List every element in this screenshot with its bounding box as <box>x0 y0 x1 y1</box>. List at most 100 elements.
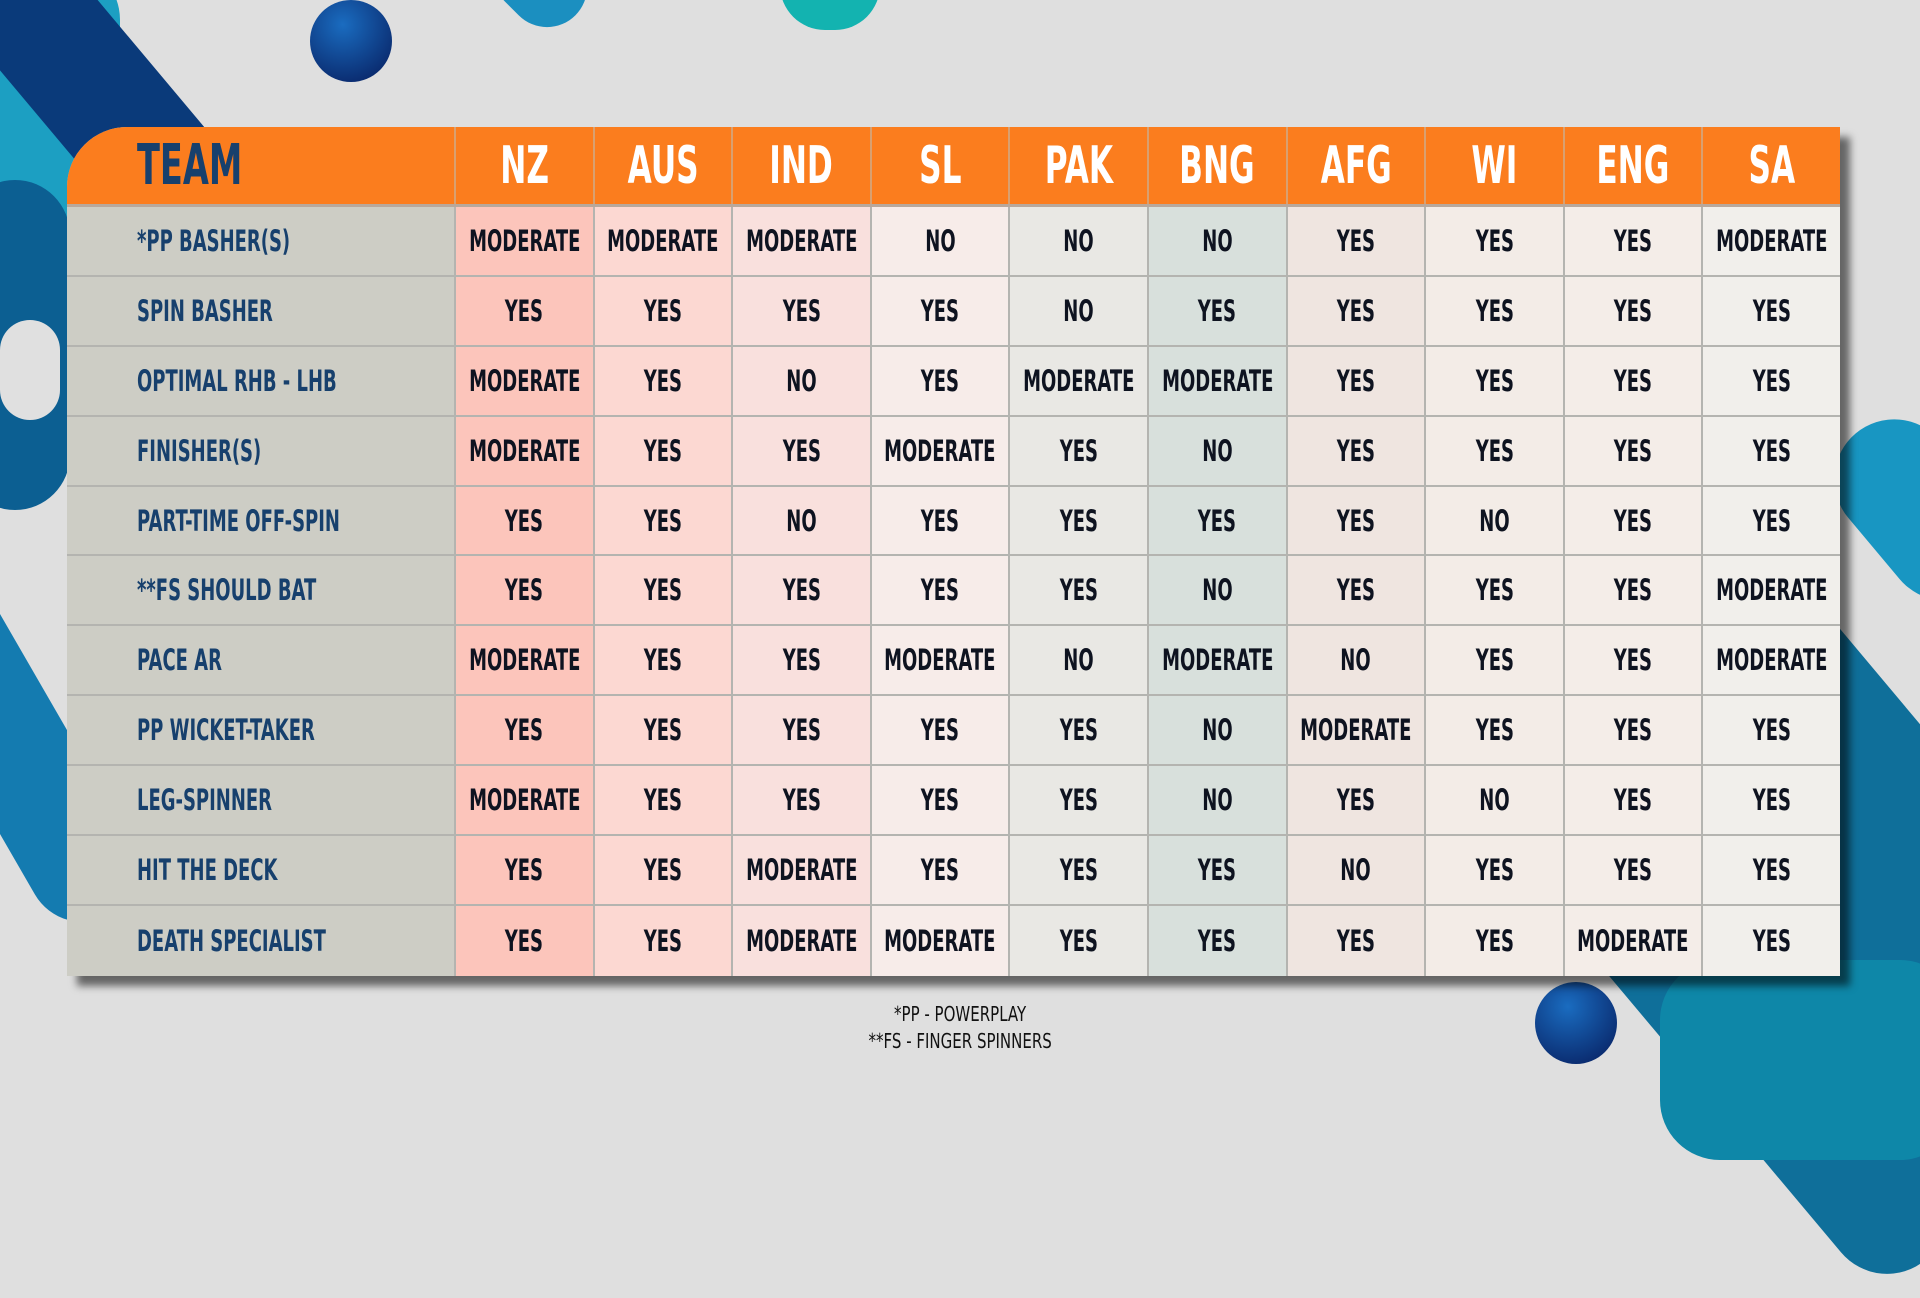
table-cell: MODERATE <box>731 836 870 904</box>
table-cell: YES <box>1285 346 1425 415</box>
table-cell: YES <box>1285 486 1425 555</box>
table-cell: YES <box>1562 276 1702 345</box>
cell-value: YES <box>1613 573 1653 608</box>
table-cell: YES <box>1285 766 1425 835</box>
cell-value: YES <box>1752 503 1791 538</box>
table-row: OPTIMAL RHB - LHB MODERATE YES NO YES MODERAT… <box>67 346 1840 417</box>
table-cell: MODERATE <box>1008 346 1147 415</box>
cell-value: NO <box>1340 852 1372 887</box>
header-team-name: BNG <box>1179 135 1256 196</box>
table-cell: NO <box>1008 207 1147 275</box>
table-cell: YES <box>592 626 732 695</box>
cell-value: YES <box>643 852 683 887</box>
table-header-row: TEAM NZ AUS IND SL PAK BNG AFG WI ENG SA <box>67 127 1840 207</box>
row-label-text: PART-TIME OFF-SPIN <box>137 503 340 538</box>
table-cell: NO <box>1146 207 1286 275</box>
table-cell: YES <box>1285 556 1425 625</box>
cell-value: MODERATE <box>468 643 580 678</box>
table-cell: YES <box>1701 486 1840 555</box>
table-cell: YES <box>1285 207 1425 275</box>
cell-value: NO <box>1063 293 1094 328</box>
table-cell: YES <box>1424 276 1563 345</box>
table-cell: YES <box>592 416 732 485</box>
table-cell: MODERATE <box>1701 556 1840 625</box>
table-cell: YES <box>1146 905 1286 976</box>
table-row: **FS SHOULD BAT YES YES YES YES YES NO YES YES YE… <box>67 556 1840 627</box>
cell-value: YES <box>1752 293 1791 328</box>
cell-value: NO <box>1202 713 1233 748</box>
header-bng: BNG <box>1146 127 1286 204</box>
row-label-text: *PP BASHER(S) <box>137 223 291 258</box>
header-nz: NZ <box>454 127 593 204</box>
cell-value: MODERATE <box>468 433 580 468</box>
cell-value: YES <box>505 503 544 538</box>
table-row: FINISHER(S) MODERATE YES YES MODERATE YES NO YE… <box>67 416 1840 487</box>
cell-value: YES <box>1198 503 1237 538</box>
table-cell: YES <box>1008 416 1147 485</box>
header-pak: PAK <box>1008 127 1147 204</box>
row-label-text: OPTIMAL RHB - LHB <box>137 363 337 398</box>
cell-value: YES <box>643 503 683 538</box>
table-cell: YES <box>1701 905 1840 976</box>
cell-value: MODERATE <box>1577 923 1689 958</box>
row-label-text: HIT THE DECK <box>137 852 278 887</box>
row-label-text: FINISHER(S) <box>137 433 262 468</box>
table-cell: YES <box>731 766 870 835</box>
table-row: HIT THE DECK YES YES MODERATE YES YES YES NO YES… <box>67 836 1840 906</box>
cell-value: YES <box>1752 852 1791 887</box>
table-cell: YES <box>1562 207 1702 275</box>
cell-value: YES <box>1475 713 1514 748</box>
table-cell: YES <box>1562 696 1702 765</box>
table-cell: YES <box>1424 556 1563 625</box>
cell-value: YES <box>643 363 683 398</box>
cell-value: YES <box>1198 293 1237 328</box>
table-cell: YES <box>1562 416 1702 485</box>
footnote-fs-text: **FS - FINGER SPINNERS <box>868 1029 1052 1053</box>
cell-value: YES <box>1336 503 1375 538</box>
table-cell: YES <box>1008 486 1147 555</box>
table-cell: YES <box>869 276 1009 345</box>
cell-value: YES <box>782 783 821 818</box>
cell-value: YES <box>1613 643 1653 678</box>
cell-value: YES <box>643 573 683 608</box>
cell-value: YES <box>1752 363 1791 398</box>
cell-value: NO <box>1202 223 1233 258</box>
table-cell: YES <box>1701 276 1840 345</box>
cell-value: MODERATE <box>745 923 858 958</box>
table-row: DEATH SPECIALIST YES YES MODERATE MODERATE YE… <box>67 905 1840 976</box>
footnote-pp-text: *PP - POWERPLAY <box>893 1002 1027 1026</box>
cell-value: YES <box>1752 923 1791 958</box>
cell-value: YES <box>1613 713 1653 748</box>
table-row: PACE AR MODERATE YES YES MODERATE NO MODERATE N… <box>67 626 1840 697</box>
cell-value: YES <box>505 293 544 328</box>
cell-value: NO <box>1202 573 1233 608</box>
table-cell: YES <box>1562 836 1702 904</box>
header-team-name: NZ <box>499 135 549 196</box>
header-team-name: ENG <box>1596 135 1670 196</box>
header-wi: WI <box>1424 127 1563 204</box>
header-sl: SL <box>869 127 1009 204</box>
cell-value: YES <box>1752 433 1791 468</box>
table-cell: MODERATE <box>869 626 1009 695</box>
cell-value: MODERATE <box>468 223 580 258</box>
table-cell: YES <box>1285 905 1425 976</box>
table-cell: YES <box>1701 696 1840 765</box>
table-cell: MODERATE <box>592 207 732 275</box>
table-cell: YES <box>1562 486 1702 555</box>
table-cell: YES <box>1424 696 1563 765</box>
table-row: PP WICKET-TAKER YES YES YES YES YES NO MODERATE… <box>67 696 1840 767</box>
row-label: HIT THE DECK <box>67 836 454 904</box>
table-cell: YES <box>592 276 732 345</box>
cell-value: YES <box>1613 223 1653 258</box>
cell-value: YES <box>782 573 821 608</box>
cell-value: YES <box>1336 923 1375 958</box>
table-cell: YES <box>1146 836 1286 904</box>
table-cell: NO <box>1008 276 1147 345</box>
header-team-name: AUS <box>627 135 699 196</box>
row-label: FINISHER(S) <box>67 417 454 485</box>
table-cell: YES <box>1424 626 1563 695</box>
row-label: PP WICKET-TAKER <box>67 696 454 764</box>
cell-value: MODERATE <box>745 223 858 258</box>
table-cell: YES <box>1424 905 1563 976</box>
cell-value: YES <box>1059 433 1098 468</box>
